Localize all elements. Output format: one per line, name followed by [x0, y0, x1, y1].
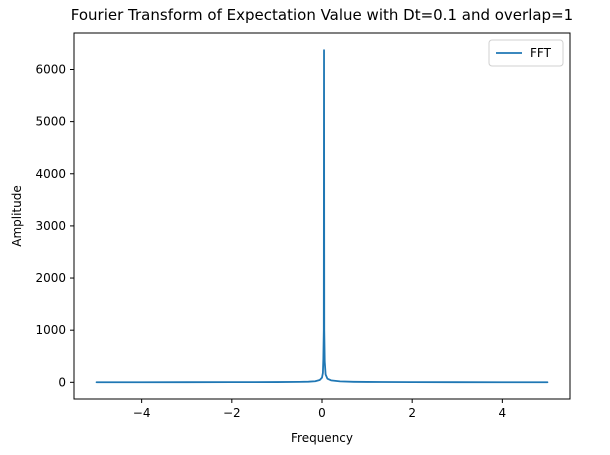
legend: FFT: [488, 39, 564, 67]
x-tick-label: 0: [318, 406, 326, 420]
x-tick-label: −4: [133, 406, 151, 420]
y-tick-label: 3000: [35, 219, 66, 233]
y-tick-label: 0: [58, 375, 66, 389]
y-axis-ticks: 0 1000 2000 3000 4000 5000 6000: [35, 62, 74, 389]
x-axis-label: Frequency: [291, 431, 353, 445]
chart-title: Fourier Transform of Expectation Value w…: [71, 6, 573, 24]
x-tick-label: −2: [223, 406, 241, 420]
legend-box: [488, 39, 564, 67]
y-tick-label: 5000: [35, 115, 66, 129]
y-axis-label: Amplitude: [10, 185, 24, 247]
legend-label-fft: FFT: [530, 46, 552, 60]
y-tick-label: 4000: [35, 167, 66, 181]
y-tick-label: 2000: [35, 271, 66, 285]
x-tick-label: 4: [499, 406, 507, 420]
y-tick-label: 6000: [35, 62, 66, 76]
x-tick-label: 2: [408, 406, 416, 420]
x-axis-ticks: −4 −2 0 2 4: [133, 399, 506, 420]
series-line-fft: [95, 49, 549, 384]
y-tick-label: 1000: [35, 323, 66, 337]
